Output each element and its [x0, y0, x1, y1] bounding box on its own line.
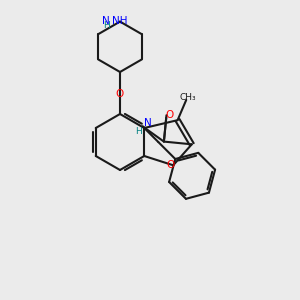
Text: CH₃: CH₃ [180, 93, 196, 102]
Text: NH: NH [112, 16, 128, 26]
Text: H: H [103, 21, 110, 30]
Text: N: N [102, 16, 110, 26]
Text: O: O [166, 160, 174, 170]
Text: N: N [144, 118, 152, 128]
Text: O: O [165, 110, 173, 120]
Text: O: O [116, 89, 124, 99]
Text: H: H [135, 127, 142, 136]
